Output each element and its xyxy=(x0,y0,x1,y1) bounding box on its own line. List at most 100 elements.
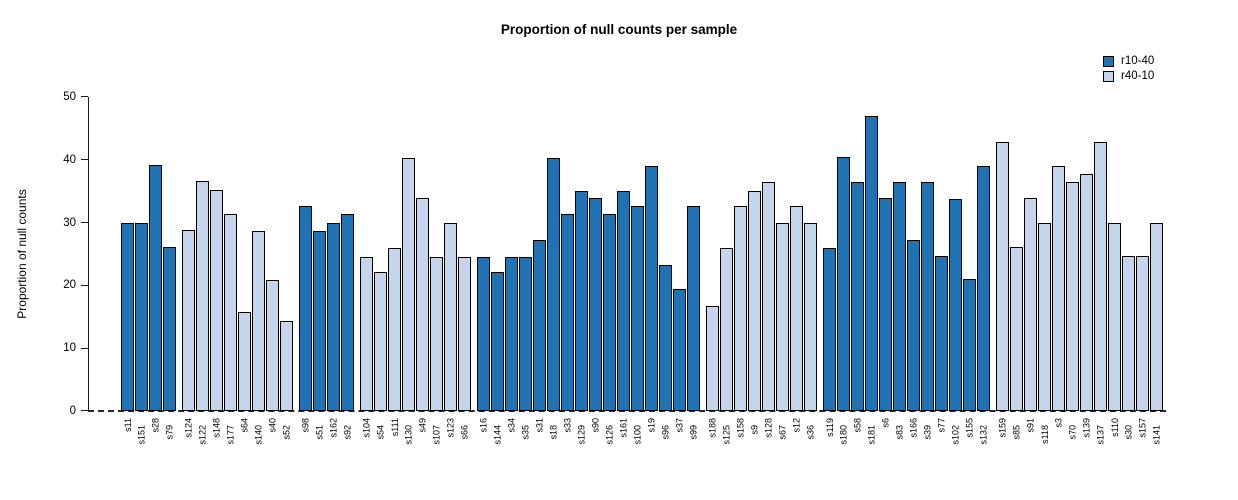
x-tick-label: s122 xyxy=(198,425,208,445)
x-tick-label: s128 xyxy=(764,418,774,438)
x-slot: s91 xyxy=(1024,414,1038,478)
x-tick-label: s83 xyxy=(895,425,905,440)
bar-s140 xyxy=(252,230,265,411)
x-slot: s51 xyxy=(313,414,327,478)
bar-s33 xyxy=(561,214,574,411)
x-tick-label: s132 xyxy=(979,425,989,445)
x-tick-label: s18 xyxy=(549,425,559,440)
bar-s49 xyxy=(416,197,429,411)
y-tick-mark xyxy=(81,410,88,412)
bar-s161 xyxy=(617,190,630,411)
x-slot: s31 xyxy=(533,414,547,478)
x-slot: s155 xyxy=(963,414,977,478)
x-tick-label: s144 xyxy=(493,425,503,445)
x-tick-label: s35 xyxy=(521,425,531,440)
x-tick-label: s52 xyxy=(282,425,292,440)
x-tick-label: s118 xyxy=(1040,425,1050,444)
y-tick-label: 20 xyxy=(63,279,76,292)
x-tick-label: s58 xyxy=(853,418,863,433)
bar-s64 xyxy=(238,312,251,411)
bar-s124 xyxy=(182,230,195,411)
bar-s85 xyxy=(1010,247,1023,411)
x-tick-label: s157 xyxy=(1138,418,1148,438)
x-slot: s110 xyxy=(1108,414,1122,478)
bar-s12 xyxy=(790,206,803,411)
x-slot: s126 xyxy=(603,414,617,478)
x-slot: s181 xyxy=(865,414,879,478)
bar-s3 xyxy=(1052,166,1065,411)
bar-s98 xyxy=(299,206,312,411)
x-slot: s119 xyxy=(823,414,837,478)
bar-s99 xyxy=(687,206,700,411)
x-slot: s141 xyxy=(1150,414,1164,478)
bar-s35 xyxy=(519,256,532,411)
x-tick-label: s28 xyxy=(151,418,161,433)
x-tick-label: s66 xyxy=(460,425,470,440)
x-tick-label: s119 xyxy=(825,418,835,437)
y-tick-mark xyxy=(81,221,88,223)
bar-s188 xyxy=(706,305,719,411)
bar-s110 xyxy=(1108,223,1121,411)
y-tick-mark xyxy=(81,96,88,98)
x-slot: s77 xyxy=(935,414,949,478)
legend: r10-40 r40-10 xyxy=(1103,55,1154,85)
x-tick-label: s49 xyxy=(418,418,428,433)
x-tick-label: s137 xyxy=(1096,425,1106,445)
bar-s166 xyxy=(907,239,920,411)
bar-s132 xyxy=(977,166,990,411)
x-tick-label: s107 xyxy=(432,425,442,445)
x-slot: s159 xyxy=(996,414,1010,478)
bar-s126 xyxy=(603,214,616,411)
bar-s31 xyxy=(533,239,546,411)
bar-s58 xyxy=(851,181,864,411)
bar-s122 xyxy=(196,181,209,411)
legend-swatch-icon xyxy=(1103,70,1114,82)
x-tick-label: s51 xyxy=(315,425,325,440)
x-slot: s30 xyxy=(1122,414,1136,478)
x-slot: s58 xyxy=(851,414,865,478)
bar-s102 xyxy=(949,198,962,411)
x-tick-label: s161 xyxy=(619,418,629,438)
x-tick-label: s100 xyxy=(633,425,643,445)
bar-s141 xyxy=(1150,223,1163,411)
x-slot: s90 xyxy=(589,414,603,478)
y-axis-line xyxy=(88,97,89,411)
x-slot: s104 xyxy=(360,414,374,478)
x-tick-label: s140 xyxy=(254,425,264,445)
bar-s111 xyxy=(388,247,401,411)
x-slot: s67 xyxy=(776,414,790,478)
x-tick-label: s12 xyxy=(792,418,802,433)
x-slot: s144 xyxy=(491,414,505,478)
x-tick-label: s141 xyxy=(1152,425,1162,445)
x-tick-label: s159 xyxy=(998,418,1008,438)
x-tick-label: s99 xyxy=(689,425,699,440)
x-tick-label: s39 xyxy=(923,425,933,440)
x-tick-label: s151 xyxy=(137,425,147,445)
x-slot: s130 xyxy=(402,414,416,478)
x-slot: s102 xyxy=(949,414,963,478)
legend-item-r40-10: r40-10 xyxy=(1103,70,1154,82)
x-tick-label: s98 xyxy=(301,418,311,433)
x-tick-label: s139 xyxy=(1082,418,1092,438)
bar-s40 xyxy=(266,279,279,411)
x-slot: s36 xyxy=(804,414,818,478)
bar-s96 xyxy=(659,264,672,411)
x-tick-label: s177 xyxy=(226,425,236,445)
bar-s51 xyxy=(313,231,326,411)
x-tick-label: s111 xyxy=(390,418,400,437)
x-tick-label: s19 xyxy=(647,418,657,433)
x-slot: s64 xyxy=(238,414,252,478)
bar-s159 xyxy=(996,141,1009,411)
legend-swatch-icon xyxy=(1103,55,1114,67)
x-tick-label: s110 xyxy=(1110,418,1120,437)
bar-s67 xyxy=(776,223,789,411)
x-tick-label: s162 xyxy=(329,418,339,438)
x-labels: s11 s151 s28 s79 s124 s122 s148 s177 s64 s140 s40 s… xyxy=(121,414,1164,478)
x-slot: s151 xyxy=(135,414,149,478)
bar-s180 xyxy=(837,157,850,411)
x-slot: s35 xyxy=(519,414,533,478)
x-tick-label: s123 xyxy=(446,418,456,438)
x-tick-label: s34 xyxy=(507,418,517,433)
x-slot: s40 xyxy=(266,414,280,478)
bar-s18 xyxy=(547,157,560,411)
